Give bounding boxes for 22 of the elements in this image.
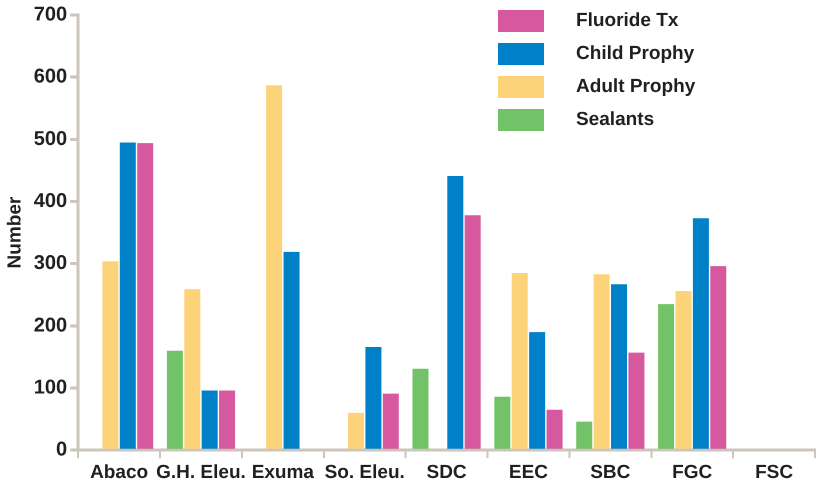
- x-tick-label: Abaco: [90, 462, 148, 483]
- legend-label: Adult Prophy: [576, 76, 696, 98]
- x-tick-label: So. Eleu.: [324, 462, 405, 483]
- y-tick-label: 200: [34, 314, 68, 336]
- y-tick-label: 300: [34, 252, 68, 274]
- x-tick-label: G.H. Eleu.: [156, 462, 246, 483]
- legend-label: Sealants: [576, 108, 654, 130]
- y-axis-title: Number: [4, 196, 26, 268]
- y-tick-label: 600: [34, 66, 68, 88]
- y-tick-label: 500: [34, 128, 68, 150]
- y-tick-label: 0: [56, 438, 68, 461]
- legend-label: Child Prophy: [576, 42, 694, 64]
- y-tick-label: 400: [34, 190, 68, 212]
- x-tick-label: SDC: [426, 462, 467, 483]
- x-tick-label: SBC: [590, 462, 631, 483]
- x-tick-label: Exuma: [252, 462, 314, 483]
- x-tick-label: FSC: [755, 462, 794, 483]
- x-tick-label: FGC: [672, 462, 713, 483]
- legend-label: Fluoride Tx: [576, 10, 678, 32]
- y-tick-label: 700: [34, 4, 68, 26]
- x-tick-label: EEC: [508, 462, 548, 483]
- y-tick-label: 100: [34, 376, 68, 399]
